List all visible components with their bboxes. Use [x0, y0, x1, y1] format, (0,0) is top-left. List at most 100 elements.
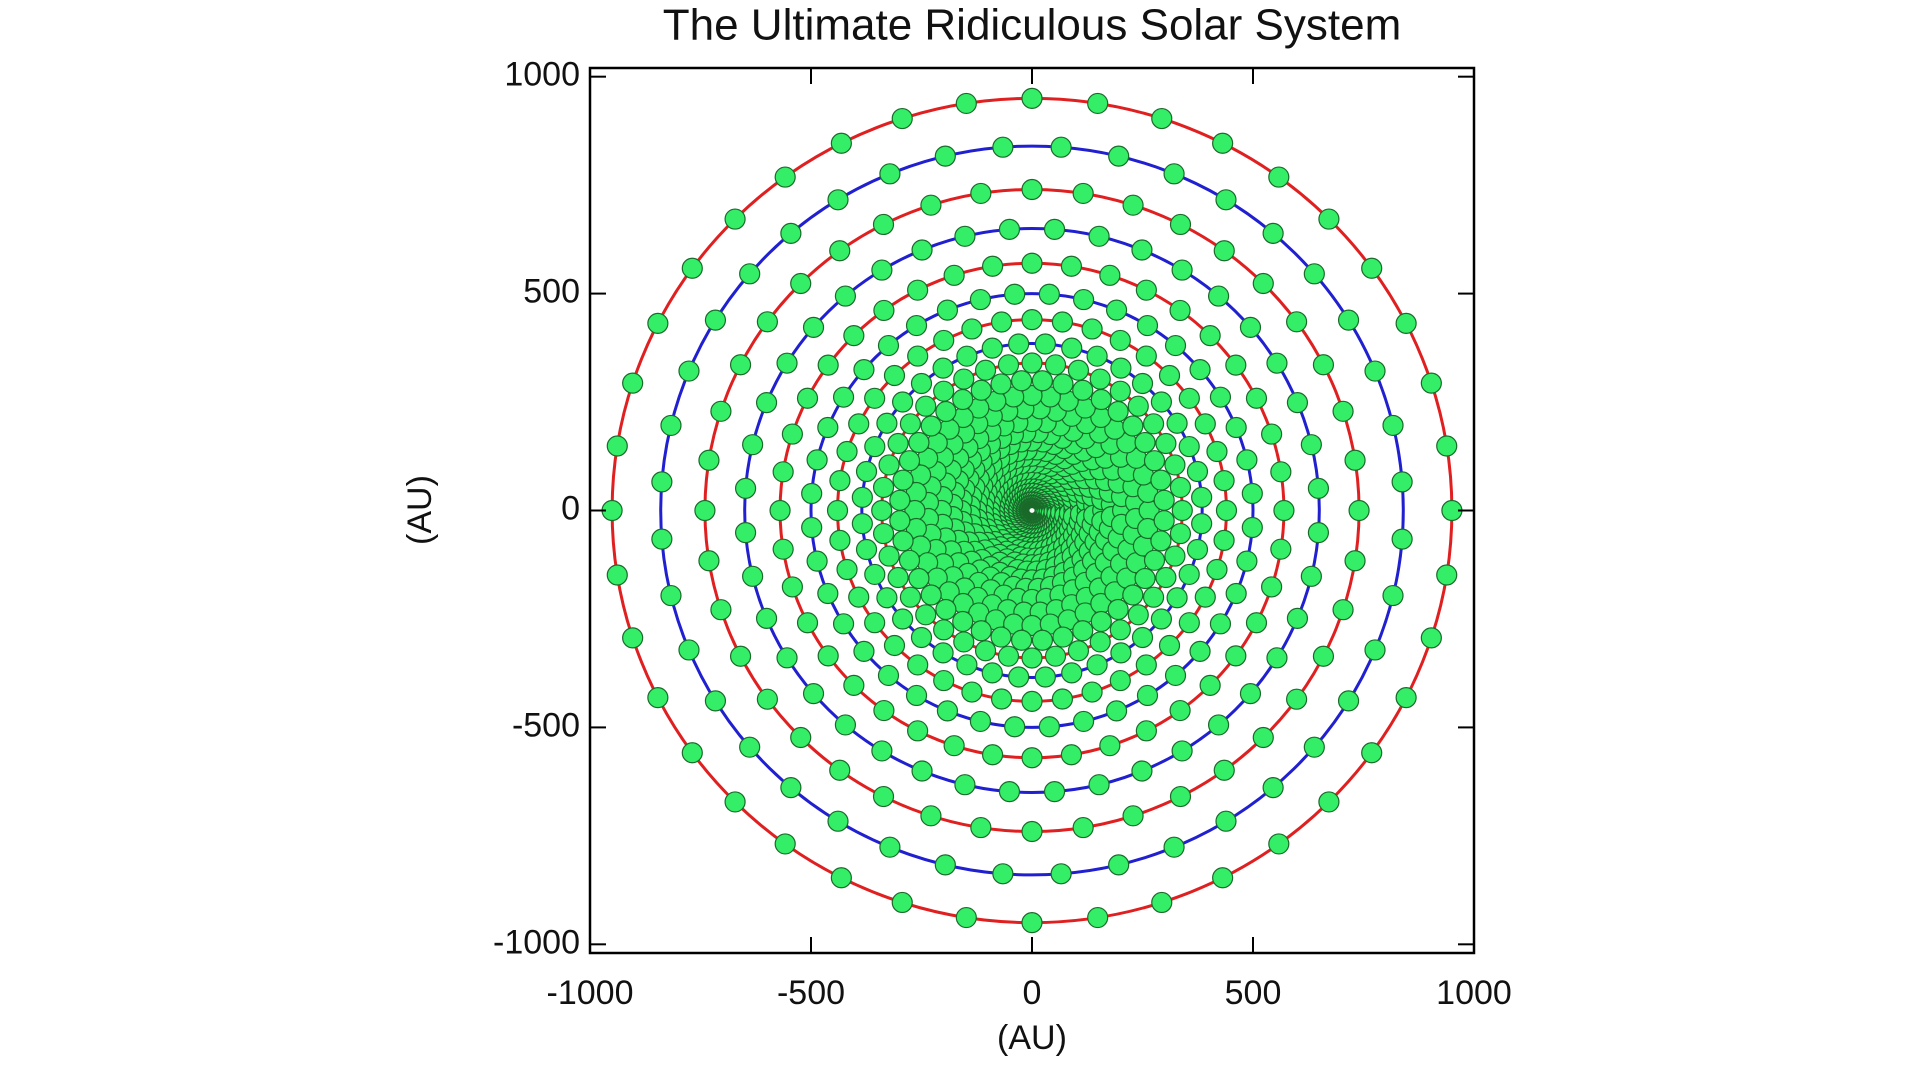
planet [1209, 613, 1232, 635]
y-tick-label: 500 [523, 273, 580, 311]
planet [1150, 469, 1172, 491]
planet [910, 372, 933, 395]
planet [1300, 434, 1322, 456]
x-tick-label: 500 [1225, 974, 1282, 1012]
planet [1303, 263, 1325, 285]
planet [801, 516, 823, 539]
planet [834, 285, 857, 307]
planet [834, 714, 857, 736]
planet [891, 891, 913, 914]
planet [781, 423, 803, 445]
planet [836, 558, 858, 581]
planet [933, 619, 955, 641]
planet [899, 413, 922, 435]
planet [1021, 690, 1043, 712]
planet [1088, 774, 1110, 796]
planet [877, 664, 900, 687]
planet [899, 586, 922, 608]
planet [704, 309, 727, 331]
planet [970, 379, 992, 401]
planet [1021, 820, 1043, 843]
planet [1332, 400, 1354, 422]
planet [1050, 863, 1072, 885]
planet [769, 499, 791, 522]
planet [843, 674, 865, 696]
planet [990, 626, 1012, 648]
planet [1178, 387, 1200, 409]
planet [1043, 781, 1066, 803]
planet [1038, 716, 1060, 738]
planet [1109, 380, 1131, 402]
planet [1134, 567, 1156, 590]
planet [1395, 687, 1417, 709]
planet [739, 736, 761, 758]
planet [992, 863, 1014, 885]
planet [935, 400, 957, 423]
planet [1189, 359, 1211, 381]
planet [907, 720, 929, 742]
planet [871, 499, 893, 522]
planet [622, 627, 644, 649]
planet [832, 386, 855, 408]
planet [1110, 357, 1132, 379]
planet [1131, 372, 1154, 395]
planet [1164, 454, 1186, 476]
planet [1031, 370, 1054, 392]
planet [606, 564, 628, 586]
planet [1008, 333, 1030, 355]
planet [830, 867, 852, 889]
planet [876, 412, 898, 434]
planet [952, 610, 974, 633]
planet [1178, 435, 1200, 458]
planet [1361, 257, 1383, 279]
planet [1151, 891, 1173, 914]
planet [932, 357, 954, 379]
planet [796, 387, 819, 409]
planet [887, 432, 909, 455]
planet [772, 461, 794, 483]
planet [817, 582, 839, 605]
planet [920, 584, 942, 606]
planet [1072, 288, 1095, 311]
planet [780, 222, 802, 244]
planet [1086, 654, 1108, 676]
planet [1021, 912, 1043, 934]
planet [1164, 664, 1187, 687]
planet [1169, 522, 1192, 545]
planet [1050, 136, 1072, 158]
planet [1158, 364, 1181, 387]
planet [1004, 283, 1026, 305]
planet [1286, 607, 1309, 630]
planet [864, 563, 886, 586]
planet [1207, 714, 1230, 736]
planet [961, 318, 983, 340]
planet [774, 166, 796, 188]
planet [1142, 586, 1165, 608]
planet [1089, 368, 1111, 390]
planet [997, 645, 1020, 667]
planet [739, 263, 761, 285]
plot-area [601, 87, 1463, 934]
planet [1266, 352, 1288, 374]
planet [872, 785, 895, 808]
planet [1008, 666, 1030, 688]
planet [1072, 379, 1094, 401]
planet [892, 608, 914, 630]
planet [877, 334, 900, 357]
planet [1225, 416, 1247, 439]
planet [1107, 598, 1129, 621]
x-axis-label: (AU) [997, 1019, 1067, 1057]
planet [1391, 528, 1413, 550]
planet [1150, 530, 1172, 552]
planet [1215, 810, 1237, 832]
planet [1088, 225, 1110, 247]
planet [622, 372, 644, 394]
planet [1166, 412, 1188, 434]
planet [954, 225, 976, 247]
planet [1166, 587, 1188, 609]
planet [974, 640, 997, 662]
planet [1127, 604, 1149, 626]
planet [915, 395, 937, 417]
planet [892, 469, 914, 491]
